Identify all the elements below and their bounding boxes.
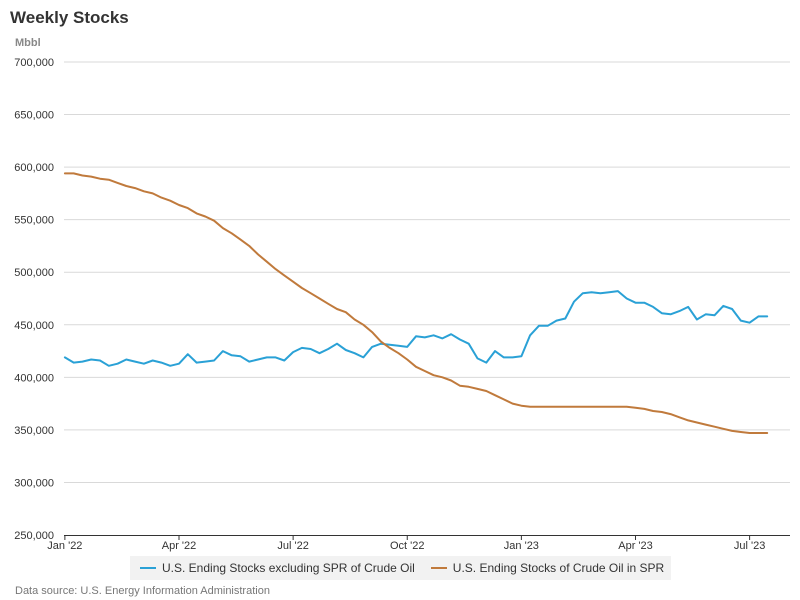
legend-swatch-series-1: [140, 567, 156, 569]
y-tick-label: 450,000: [14, 320, 54, 332]
y-tick-label: 550,000: [14, 215, 54, 227]
y-tick-label: 700,000: [14, 57, 54, 69]
y-tick-label: 300,000: [14, 477, 54, 489]
legend-swatch-series-2: [430, 567, 447, 569]
y-tick-label: 500,000: [14, 267, 54, 279]
x-tick-label: Jan '23: [504, 540, 539, 552]
series-line-2[interactable]: [63, 172, 769, 434]
x-tick-label: Apr '22: [162, 540, 197, 552]
chart-title: Weekly Stocks: [10, 8, 129, 27]
legend-item-series-2[interactable]: U.S. Ending Stocks of Crude Oil in SPR: [430, 561, 665, 575]
y-tick-label: 350,000: [14, 425, 54, 437]
legend-item-series-1[interactable]: U.S. Ending Stocks excluding SPR of Crud…: [140, 561, 415, 575]
legend-label-series-1: U.S. Ending Stocks excluding SPR of Crud…: [162, 561, 415, 575]
y-tick-label: 250,000: [14, 530, 54, 542]
x-tick-label: Apr '23: [618, 540, 653, 552]
x-tick-label: Jul '23: [734, 540, 765, 552]
x-tick-label: Jan '22: [47, 540, 82, 552]
legend-label-series-2: U.S. Ending Stocks of Crude Oil in SPR: [452, 561, 665, 575]
chart-legend: U.S. Ending Stocks excluding SPR of Crud…: [130, 556, 671, 580]
x-tick-label: Jul '22: [277, 540, 308, 552]
y-tick-label: 650,000: [14, 110, 54, 122]
data-source-note: Data source: U.S. Energy Information Adm…: [15, 585, 270, 597]
series-line-1[interactable]: [63, 290, 769, 367]
y-axis-unit-label: Mbbl: [15, 37, 41, 49]
x-tick-label: Oct '22: [390, 540, 425, 552]
y-tick-label: 600,000: [14, 162, 54, 174]
y-tick-label: 400,000: [14, 372, 54, 384]
